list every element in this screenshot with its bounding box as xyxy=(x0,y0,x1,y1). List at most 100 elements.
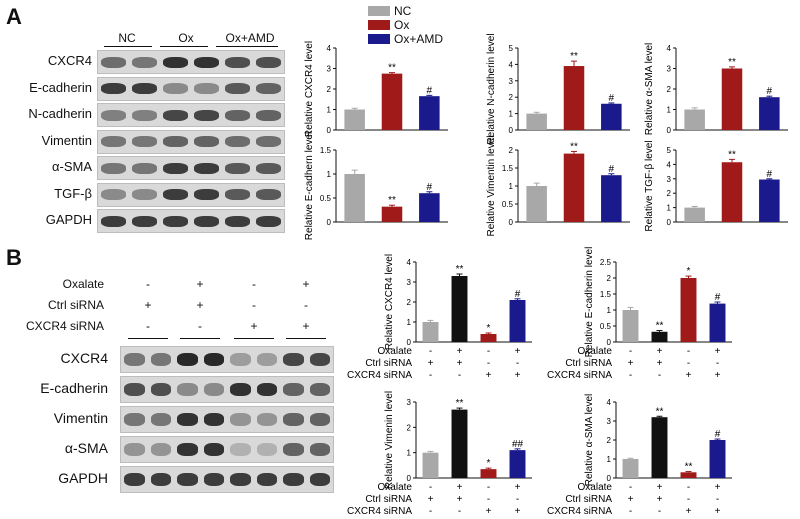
y-tick-label: 2 xyxy=(509,93,514,102)
y-axis-label: Relative E-cadherin level xyxy=(584,247,595,358)
blot-band xyxy=(283,473,304,486)
blot-strip xyxy=(97,156,285,180)
y-tick-label: 1 xyxy=(667,106,672,115)
x-condition-sign: - xyxy=(658,370,661,381)
panel-b-label: B xyxy=(6,245,22,270)
y-tick-label: 1 xyxy=(509,110,514,119)
blot-band xyxy=(256,353,277,366)
blot-band xyxy=(256,413,277,426)
y-tick-label: 4 xyxy=(667,44,672,53)
significance-label: ** xyxy=(685,462,693,473)
x-condition-label: Oxalate xyxy=(378,346,413,357)
blot-label: CXCR4 xyxy=(47,53,92,68)
blot-band xyxy=(309,443,330,456)
y-tick-label: 0 xyxy=(667,126,672,135)
y-tick-label: 3 xyxy=(667,65,672,74)
group-label-nc: NC xyxy=(118,31,136,45)
condition-sign: + xyxy=(302,319,310,333)
bar xyxy=(759,97,780,130)
blot-band xyxy=(225,109,250,121)
bar xyxy=(563,153,585,222)
blot-band xyxy=(203,383,224,396)
lane-group-line xyxy=(286,338,326,339)
x-condition-sign: + xyxy=(457,358,463,369)
significance-label: * xyxy=(487,458,491,469)
significance-label: ** xyxy=(570,51,578,62)
significance-label: * xyxy=(687,266,691,277)
significance-label: # xyxy=(715,292,721,303)
blot-band xyxy=(124,443,145,456)
blot-band xyxy=(163,162,188,174)
x-condition-sign: + xyxy=(686,506,692,517)
x-condition-label: Ctrl siRNA xyxy=(365,358,412,369)
y-tick-label: 3 xyxy=(607,417,612,426)
condition-sign: - xyxy=(146,319,150,333)
condition-sign: + xyxy=(250,319,258,333)
y-tick-label: 0 xyxy=(327,218,332,227)
significance-label: ** xyxy=(388,195,396,206)
y-tick-label: 3 xyxy=(407,278,412,287)
blot-band xyxy=(101,162,126,174)
blot-band xyxy=(256,215,281,227)
bar xyxy=(344,109,365,130)
x-condition-sign: - xyxy=(458,370,461,381)
lane-group-line xyxy=(128,338,168,339)
bar xyxy=(622,459,639,478)
significance-label: # xyxy=(767,86,773,97)
x-condition-label: Ctrl siRNA xyxy=(565,358,612,369)
blot-band xyxy=(163,109,188,121)
bar xyxy=(759,179,780,222)
blot-band xyxy=(177,353,198,366)
blot-band xyxy=(163,56,188,68)
x-condition-sign: + xyxy=(457,494,463,505)
bar xyxy=(419,96,440,130)
y-tick-label: 0 xyxy=(607,474,612,483)
y-tick-label: 2 xyxy=(607,436,612,445)
x-condition-sign: + xyxy=(657,494,663,505)
x-condition-sign: + xyxy=(715,346,721,357)
y-tick-label: 4 xyxy=(407,258,412,267)
bar xyxy=(451,276,468,342)
legend: NC Ox Ox+AMD xyxy=(368,4,443,46)
blot-band xyxy=(150,473,171,486)
x-condition-sign: + xyxy=(457,346,463,357)
bar xyxy=(563,66,585,130)
x-condition-label: Oxalate xyxy=(578,482,613,493)
y-tick-label: 0 xyxy=(509,126,514,135)
blot-band xyxy=(230,473,251,486)
blot-band xyxy=(150,443,171,456)
blot-label: CXCR4 xyxy=(60,350,108,366)
condition-sign: + xyxy=(144,298,152,312)
significance-label: # xyxy=(609,164,615,175)
bar xyxy=(480,469,497,478)
y-tick-label: 0.5 xyxy=(502,200,514,209)
condition-sign: - xyxy=(198,319,202,333)
blot-band xyxy=(163,83,188,94)
blot-band xyxy=(163,215,188,227)
y-tick-label: 4 xyxy=(327,44,332,53)
condition-sign: + xyxy=(196,298,204,312)
blot-band xyxy=(132,189,157,200)
blot-band xyxy=(124,383,145,396)
y-tick-label: 2 xyxy=(407,423,412,432)
blot-band xyxy=(203,413,224,426)
blot-band xyxy=(194,83,219,94)
y-axis-label: Relative Vimentin level xyxy=(486,136,497,237)
x-condition-sign: - xyxy=(687,358,690,369)
blot-band xyxy=(203,353,224,366)
condition-label: Oxalate xyxy=(62,277,104,291)
blot-label: E-cadherin xyxy=(29,79,92,95)
y-tick-label: 5 xyxy=(509,44,514,53)
blot-band xyxy=(256,83,281,94)
significance-label: # xyxy=(609,93,615,104)
significance-label: ** xyxy=(456,398,464,409)
bar xyxy=(709,303,726,342)
bar xyxy=(381,206,403,222)
bar xyxy=(419,193,440,222)
blot-band xyxy=(150,383,171,396)
significance-label: # xyxy=(715,429,721,440)
x-condition-sign: + xyxy=(515,346,521,357)
blot-label: N-cadherin xyxy=(28,106,92,121)
blot-band xyxy=(101,83,126,94)
